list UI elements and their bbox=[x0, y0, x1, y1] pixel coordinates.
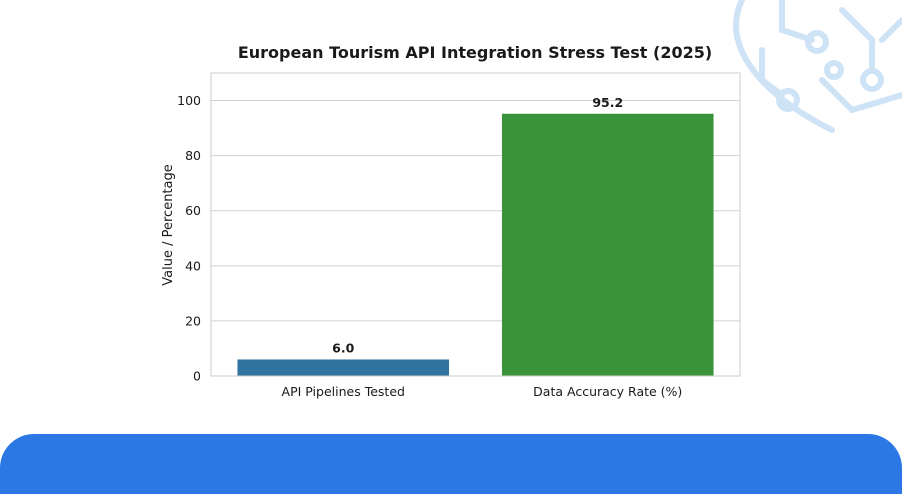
plot-frame bbox=[210, 72, 741, 377]
bars bbox=[237, 113, 714, 376]
x-axis-ticks: API Pipelines Tested Data Accuracy Rate (… bbox=[282, 384, 683, 399]
y-tick-label: 80 bbox=[185, 148, 201, 163]
bar-chart: European Tourism API Integration Stress … bbox=[161, 43, 741, 399]
bottom-banner bbox=[0, 434, 902, 494]
bar bbox=[501, 113, 714, 376]
y-axis-ticks: 0 20 40 60 80 100 bbox=[177, 93, 201, 383]
y-tick-label: 0 bbox=[193, 369, 201, 384]
chart-title: European Tourism API Integration Stress … bbox=[238, 43, 712, 62]
y-axis-label: Value / Percentage bbox=[161, 164, 176, 285]
x-tick-label: Data Accuracy Rate (%) bbox=[533, 384, 682, 399]
data-label: 6.0 bbox=[332, 340, 354, 355]
y-tick-label: 100 bbox=[177, 93, 201, 108]
data-label: 95.2 bbox=[592, 95, 623, 110]
data-labels: 6.0 95.2 bbox=[332, 95, 623, 356]
circuit-lines bbox=[733, 0, 902, 133]
x-tick-label: API Pipelines Tested bbox=[282, 384, 405, 399]
circuit-decoration bbox=[733, 0, 902, 133]
y-tick-label: 20 bbox=[185, 313, 201, 328]
y-tick-label: 40 bbox=[185, 258, 201, 273]
y-tick-label: 60 bbox=[185, 203, 201, 218]
bar bbox=[237, 359, 450, 376]
